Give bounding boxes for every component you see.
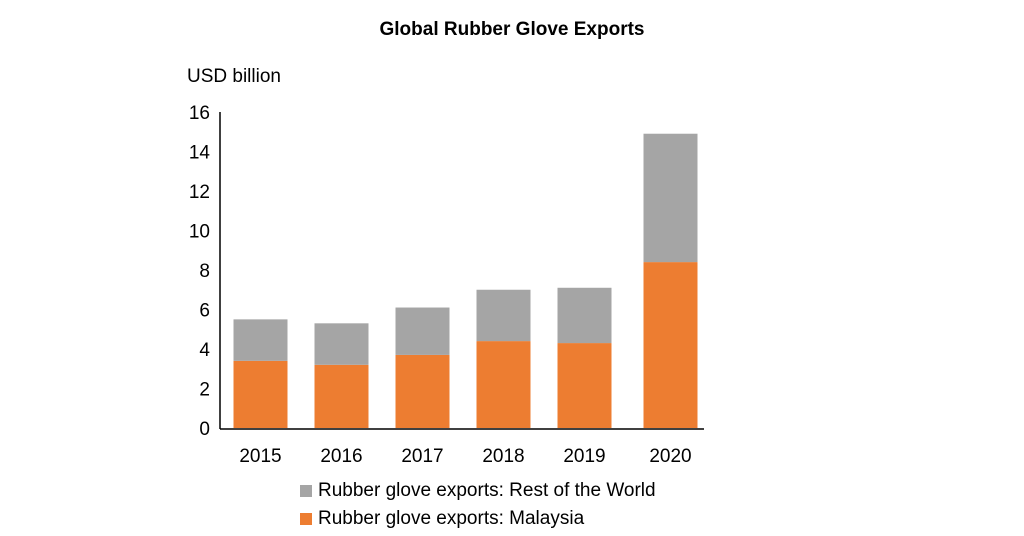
x-tick-label: 2019 — [563, 446, 605, 467]
y-tick-label: 10 — [189, 222, 210, 243]
bar-2015-series-0 — [233, 360, 288, 428]
y-tick-label: 2 — [199, 380, 210, 401]
y-tick-label: 0 — [199, 419, 210, 440]
legend-swatch-malaysia — [300, 513, 312, 525]
x-tick-label: 2020 — [649, 446, 691, 467]
bar-2018-series-1 — [476, 289, 531, 342]
x-tick-label: 2016 — [320, 446, 362, 467]
legend-label: Rubber glove exports: Rest of the World — [318, 480, 656, 501]
chart-title: Global Rubber Glove Exports — [379, 19, 645, 40]
legend-item-rest-of-world: Rubber glove exports: Rest of the World — [300, 480, 656, 502]
y-tick-label: 16 — [189, 103, 210, 124]
legend-label: Rubber glove exports: Malaysia — [318, 508, 585, 529]
bar-2016-series-1 — [314, 323, 369, 365]
legend-swatch-rest-of-world — [300, 485, 312, 497]
x-tick-label: 2018 — [482, 446, 524, 467]
bar-2018-series-0 — [476, 341, 531, 428]
bar-2017-series-0 — [395, 354, 450, 428]
bar-2015-series-1 — [233, 319, 288, 361]
y-axis-label: USD billion — [187, 66, 281, 87]
bar-2019-series-1 — [557, 287, 612, 344]
bar-2016-series-0 — [314, 364, 369, 428]
y-tick-label: 8 — [199, 261, 210, 282]
x-tick-label: 2017 — [401, 446, 443, 467]
x-tick-label: 2015 — [239, 446, 281, 467]
bar-2017-series-1 — [395, 307, 450, 355]
y-tick-label: 6 — [199, 301, 210, 322]
bar-2020-series-1 — [643, 133, 698, 263]
y-tick-label: 14 — [189, 143, 211, 164]
y-tick-label: 12 — [189, 182, 210, 203]
y-tick-label: 4 — [199, 340, 210, 361]
bar-2020-series-0 — [643, 262, 698, 428]
bar-2019-series-0 — [557, 343, 612, 428]
legend-item-malaysia: Rubber glove exports: Malaysia — [300, 508, 584, 530]
